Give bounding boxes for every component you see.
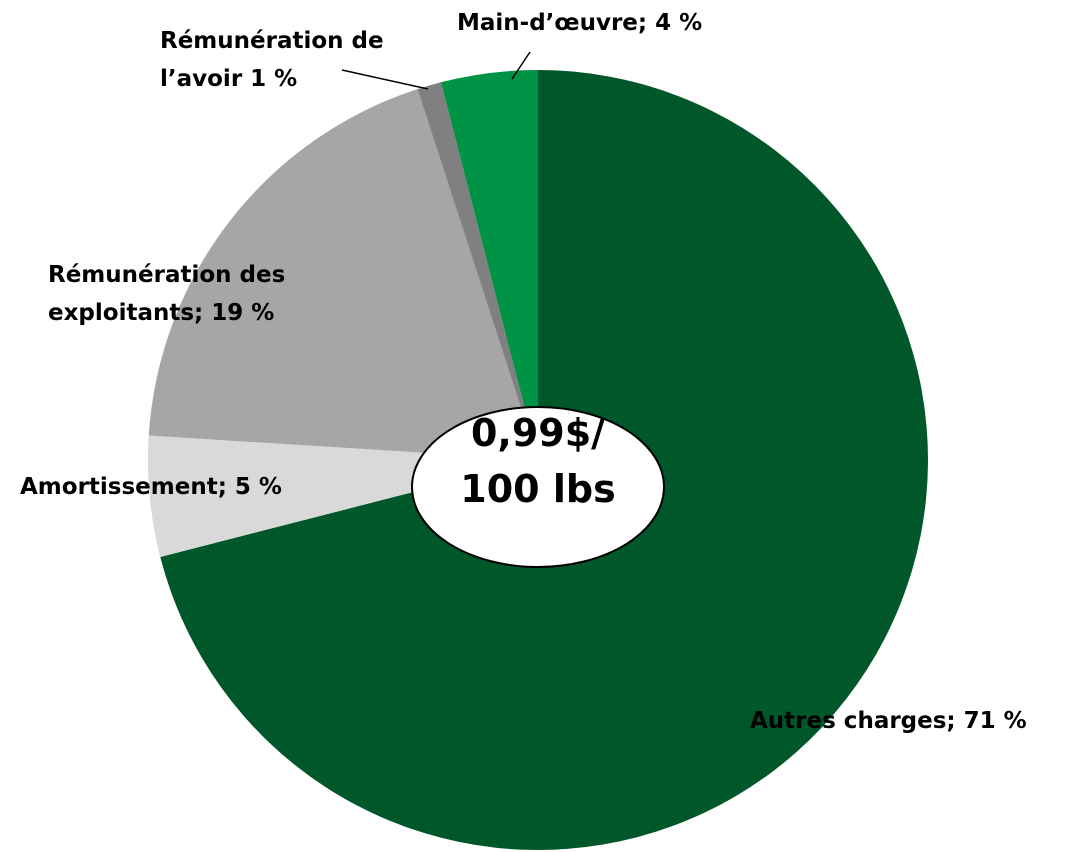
slice-label: Main-d’œuvre; 4 % — [457, 10, 703, 36]
slice — [417, 82, 538, 460]
slice-label: Rémunération des exploitants; 19 % — [48, 262, 286, 326]
leader-line — [341, 69, 429, 90]
slice-label: Rémunération de l’avoir 1 % — [160, 28, 384, 92]
center-annotation: 0,99$/ 100 lbs — [460, 411, 616, 511]
leader-line — [511, 51, 531, 80]
slice-label: Amortissement; 5 % — [20, 474, 282, 500]
slice — [441, 70, 538, 460]
slice — [148, 89, 538, 461]
slice-label: Autres charges; 71 % — [750, 708, 1027, 734]
center-ellipse — [411, 406, 665, 568]
